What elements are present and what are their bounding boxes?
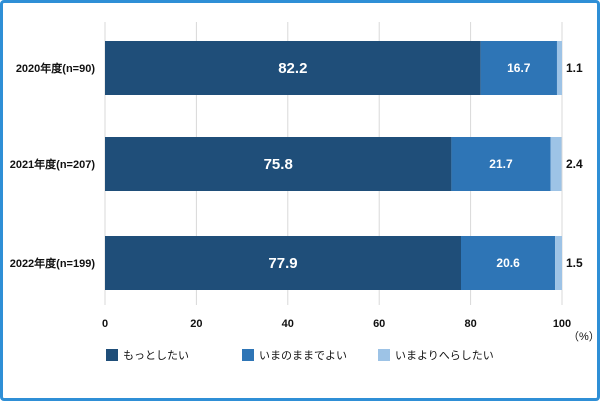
legend-swatch-2 (242, 349, 254, 361)
bar-1-series-2 (480, 41, 557, 95)
legend-label-2: いまのままでよい (259, 349, 347, 362)
bar-1-series-1 (105, 41, 481, 95)
category-label-2: 2021年度(n=207) (10, 157, 96, 171)
x-axis-ticks: 0 20 40 60 80 100 (102, 318, 571, 330)
x-tick-label-100: 100 (553, 318, 571, 330)
bar-2-series-1 (105, 137, 452, 191)
legend: もっとしたい いまのままでよい いまよりへらしたい (106, 349, 494, 362)
bars (105, 41, 562, 290)
data-label-2-series-2: 21.7 (489, 157, 513, 171)
bar-2-series-2 (451, 137, 551, 191)
category-label-3: 2022年度(n=199) (10, 256, 96, 270)
x-tick-label-60: 60 (373, 318, 385, 330)
legend-label-1: もっとしたい (123, 349, 189, 362)
bar-3-series-3 (555, 236, 562, 290)
bar-2-series-3 (550, 137, 562, 191)
data-label-1-series-3: 1.1 (566, 61, 583, 75)
data-label-2-series-3: 2.4 (566, 157, 583, 171)
data-label-3-series-1: 77.9 (268, 255, 297, 272)
x-tick-label-0: 0 (102, 318, 108, 330)
data-label-3-series-2: 20.6 (496, 256, 520, 270)
category-label-1: 2020年度(n=90) (16, 61, 96, 75)
data-label-1-series-2: 16.7 (507, 61, 531, 75)
bar-3-series-1 (105, 236, 462, 290)
category-labels: 2020年度(n=90) 2021年度(n=207) 2022年度(n=199) (10, 61, 96, 270)
x-tick-label-80: 80 (464, 318, 476, 330)
value-labels: 82.2 16.7 1.1 75.8 21.7 2.4 77.9 20.6 1.5 (264, 60, 583, 272)
bar-3-series-2 (461, 236, 556, 290)
bar-1-series-3 (556, 41, 562, 95)
unit-label: （%） (568, 330, 600, 343)
x-tick-label-20: 20 (190, 318, 202, 330)
data-label-2-series-1: 75.8 (264, 156, 293, 173)
legend-swatch-3 (378, 349, 390, 361)
x-tick-label-40: 40 (282, 318, 294, 330)
data-label-3-series-3: 1.5 (566, 256, 583, 270)
legend-swatch-1 (106, 349, 118, 361)
data-label-1-series-1: 82.2 (278, 60, 307, 77)
legend-label-3: いまよりへらしたい (395, 349, 494, 362)
